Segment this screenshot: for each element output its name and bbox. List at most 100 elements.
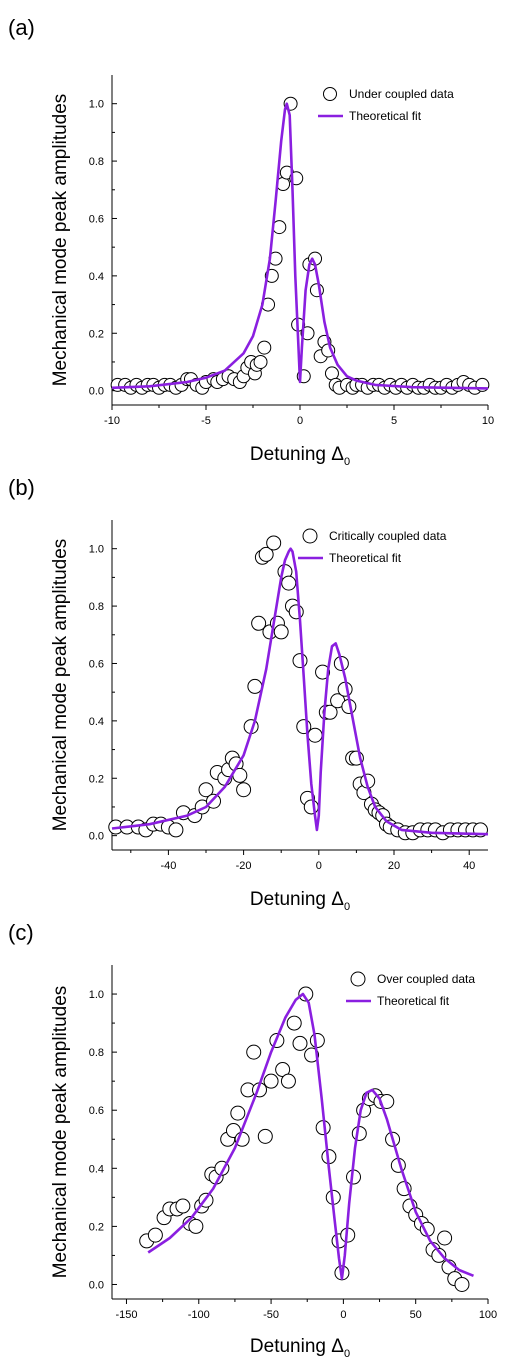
data-point	[454, 1276, 470, 1292]
legend-label-data: Over coupled data	[377, 972, 475, 986]
data-point	[288, 604, 304, 620]
legend-label-data: Critically coupled data	[329, 529, 447, 543]
data-point	[175, 1198, 191, 1214]
data-point	[188, 1218, 204, 1234]
data-point	[273, 624, 289, 640]
legend: Critically coupled data Theoretical fit	[298, 528, 447, 565]
legend-marker-symbol	[323, 87, 337, 101]
x-tick-label: 100	[479, 1309, 497, 1321]
panel-label: (a)	[8, 15, 35, 40]
data-point	[431, 1247, 447, 1263]
data-point	[257, 1128, 273, 1144]
data-point	[304, 1047, 320, 1063]
y-tick-label: 0.4	[89, 1163, 104, 1175]
y-tick-label: 1.0	[89, 989, 104, 1001]
y-tick-label: 0.2	[89, 1221, 104, 1233]
data-point	[253, 354, 268, 369]
y-tick-label: 0.8	[89, 156, 104, 168]
legend: Over coupled data Theoretical fit	[346, 971, 475, 1008]
x-tick-label: 0	[340, 1309, 346, 1321]
x-tick-label: 0	[297, 415, 303, 427]
y-tick-label: 0.0	[89, 831, 104, 843]
data-point	[236, 782, 252, 798]
y-axis-title: Mechanical mode peak amplitudes	[50, 539, 71, 832]
data-point	[266, 535, 282, 551]
chart-panel-a: (a) 0.0 0.2 0.4 0.6 0.8 1.0 -10 -5 0 5 10 Mechanical…	[8, 15, 494, 468]
x-tick-label: 5	[391, 415, 397, 427]
data-point	[281, 575, 297, 591]
y-axis-title: Mechanical mode peak amplitudes	[50, 94, 71, 387]
data-point	[309, 1033, 325, 1049]
x-axis-title: Detuning Δ0	[250, 444, 350, 468]
y-tick-label: 0.6	[89, 213, 104, 225]
data-point	[322, 704, 338, 720]
legend-marker-symbol	[302, 528, 318, 544]
legend: Under coupled data Theoretical fit	[318, 87, 454, 123]
fit-line	[147, 992, 474, 1280]
x-tick-label: -50	[263, 1309, 279, 1321]
data-markers	[139, 986, 470, 1292]
data-point	[263, 1073, 279, 1089]
legend-label-fit: Theoretical fit	[349, 109, 422, 123]
legend-label-fit: Theoretical fit	[329, 551, 402, 565]
y-tick-label: 0.6	[89, 1105, 104, 1117]
x-tick-label: -10	[104, 415, 120, 427]
data-point	[351, 1125, 367, 1141]
x-tick-label: 10	[482, 415, 494, 427]
fit-line	[111, 547, 489, 836]
data-point	[251, 615, 267, 631]
y-tick-label: 1.0	[89, 99, 104, 111]
x-tick-label: -150	[115, 1309, 137, 1321]
data-point	[258, 546, 274, 562]
y-tick-label: 0.2	[89, 773, 104, 785]
y-tick-label: 0.4	[89, 716, 104, 728]
data-point	[247, 678, 263, 694]
y-tick-label: 0.6	[89, 658, 104, 670]
y-axis-title: Mechanical mode peak amplitudes	[50, 986, 71, 1279]
legend-marker-symbol	[350, 971, 366, 987]
x-tick-label: 50	[410, 1309, 422, 1321]
x-tick-label: 20	[388, 860, 400, 872]
data-point	[286, 1015, 302, 1031]
y-tick-label: 0.2	[89, 328, 104, 340]
y-tick-label: 0.0	[89, 1279, 104, 1291]
x-axis-title-subscript: 0	[344, 456, 350, 468]
x-tick-label: -20	[236, 860, 252, 872]
y-tick-label: 1.0	[89, 544, 104, 556]
data-point	[298, 986, 314, 1002]
data-point	[198, 782, 214, 798]
y-tick-label: 0.4	[89, 271, 104, 283]
x-axis-title: Detuning Δ0	[250, 889, 350, 913]
y-tick-label: 0.8	[89, 1047, 104, 1059]
x-tick-label: -5	[201, 415, 211, 427]
data-point	[307, 727, 323, 743]
y-tick-label: 0.0	[89, 386, 104, 398]
x-tick-label: 40	[463, 860, 475, 872]
data-point	[246, 1044, 262, 1060]
x-axis-title-subscript: 0	[344, 901, 350, 913]
x-axis-title: Detuning Δ0	[250, 1336, 350, 1359]
chart-panel-c: (c) 0.0 0.2 0.4 0.6 0.8 1.0 -150 -100 -50 0 50 100 Me…	[8, 920, 497, 1359]
data-point	[280, 1073, 296, 1089]
chart-panel-b: (b) 0.0 0.2 0.4 0.6 0.8 1.0 -40 -20 0 20 40 Mechanic…	[8, 475, 489, 913]
legend-label-fit: Theoretical fit	[377, 994, 450, 1008]
data-point	[257, 340, 272, 355]
data-point	[147, 1227, 163, 1243]
x-tick-label: -40	[160, 860, 176, 872]
data-point	[206, 793, 222, 809]
data-point	[315, 664, 331, 680]
x-tick-label: 0	[316, 860, 322, 872]
panel-label: (b)	[8, 475, 35, 500]
data-point	[437, 1230, 453, 1246]
x-axis-title-subscript: 0	[344, 1348, 350, 1359]
fit-line	[111, 102, 489, 390]
data-markers	[110, 96, 490, 395]
x-tick-label: -100	[188, 1309, 210, 1321]
data-point	[230, 1105, 246, 1121]
panel-label: (c)	[8, 920, 34, 945]
y-tick-label: 0.8	[89, 601, 104, 613]
data-point	[303, 799, 319, 815]
data-point	[292, 653, 308, 669]
legend-label-data: Under coupled data	[349, 87, 454, 101]
